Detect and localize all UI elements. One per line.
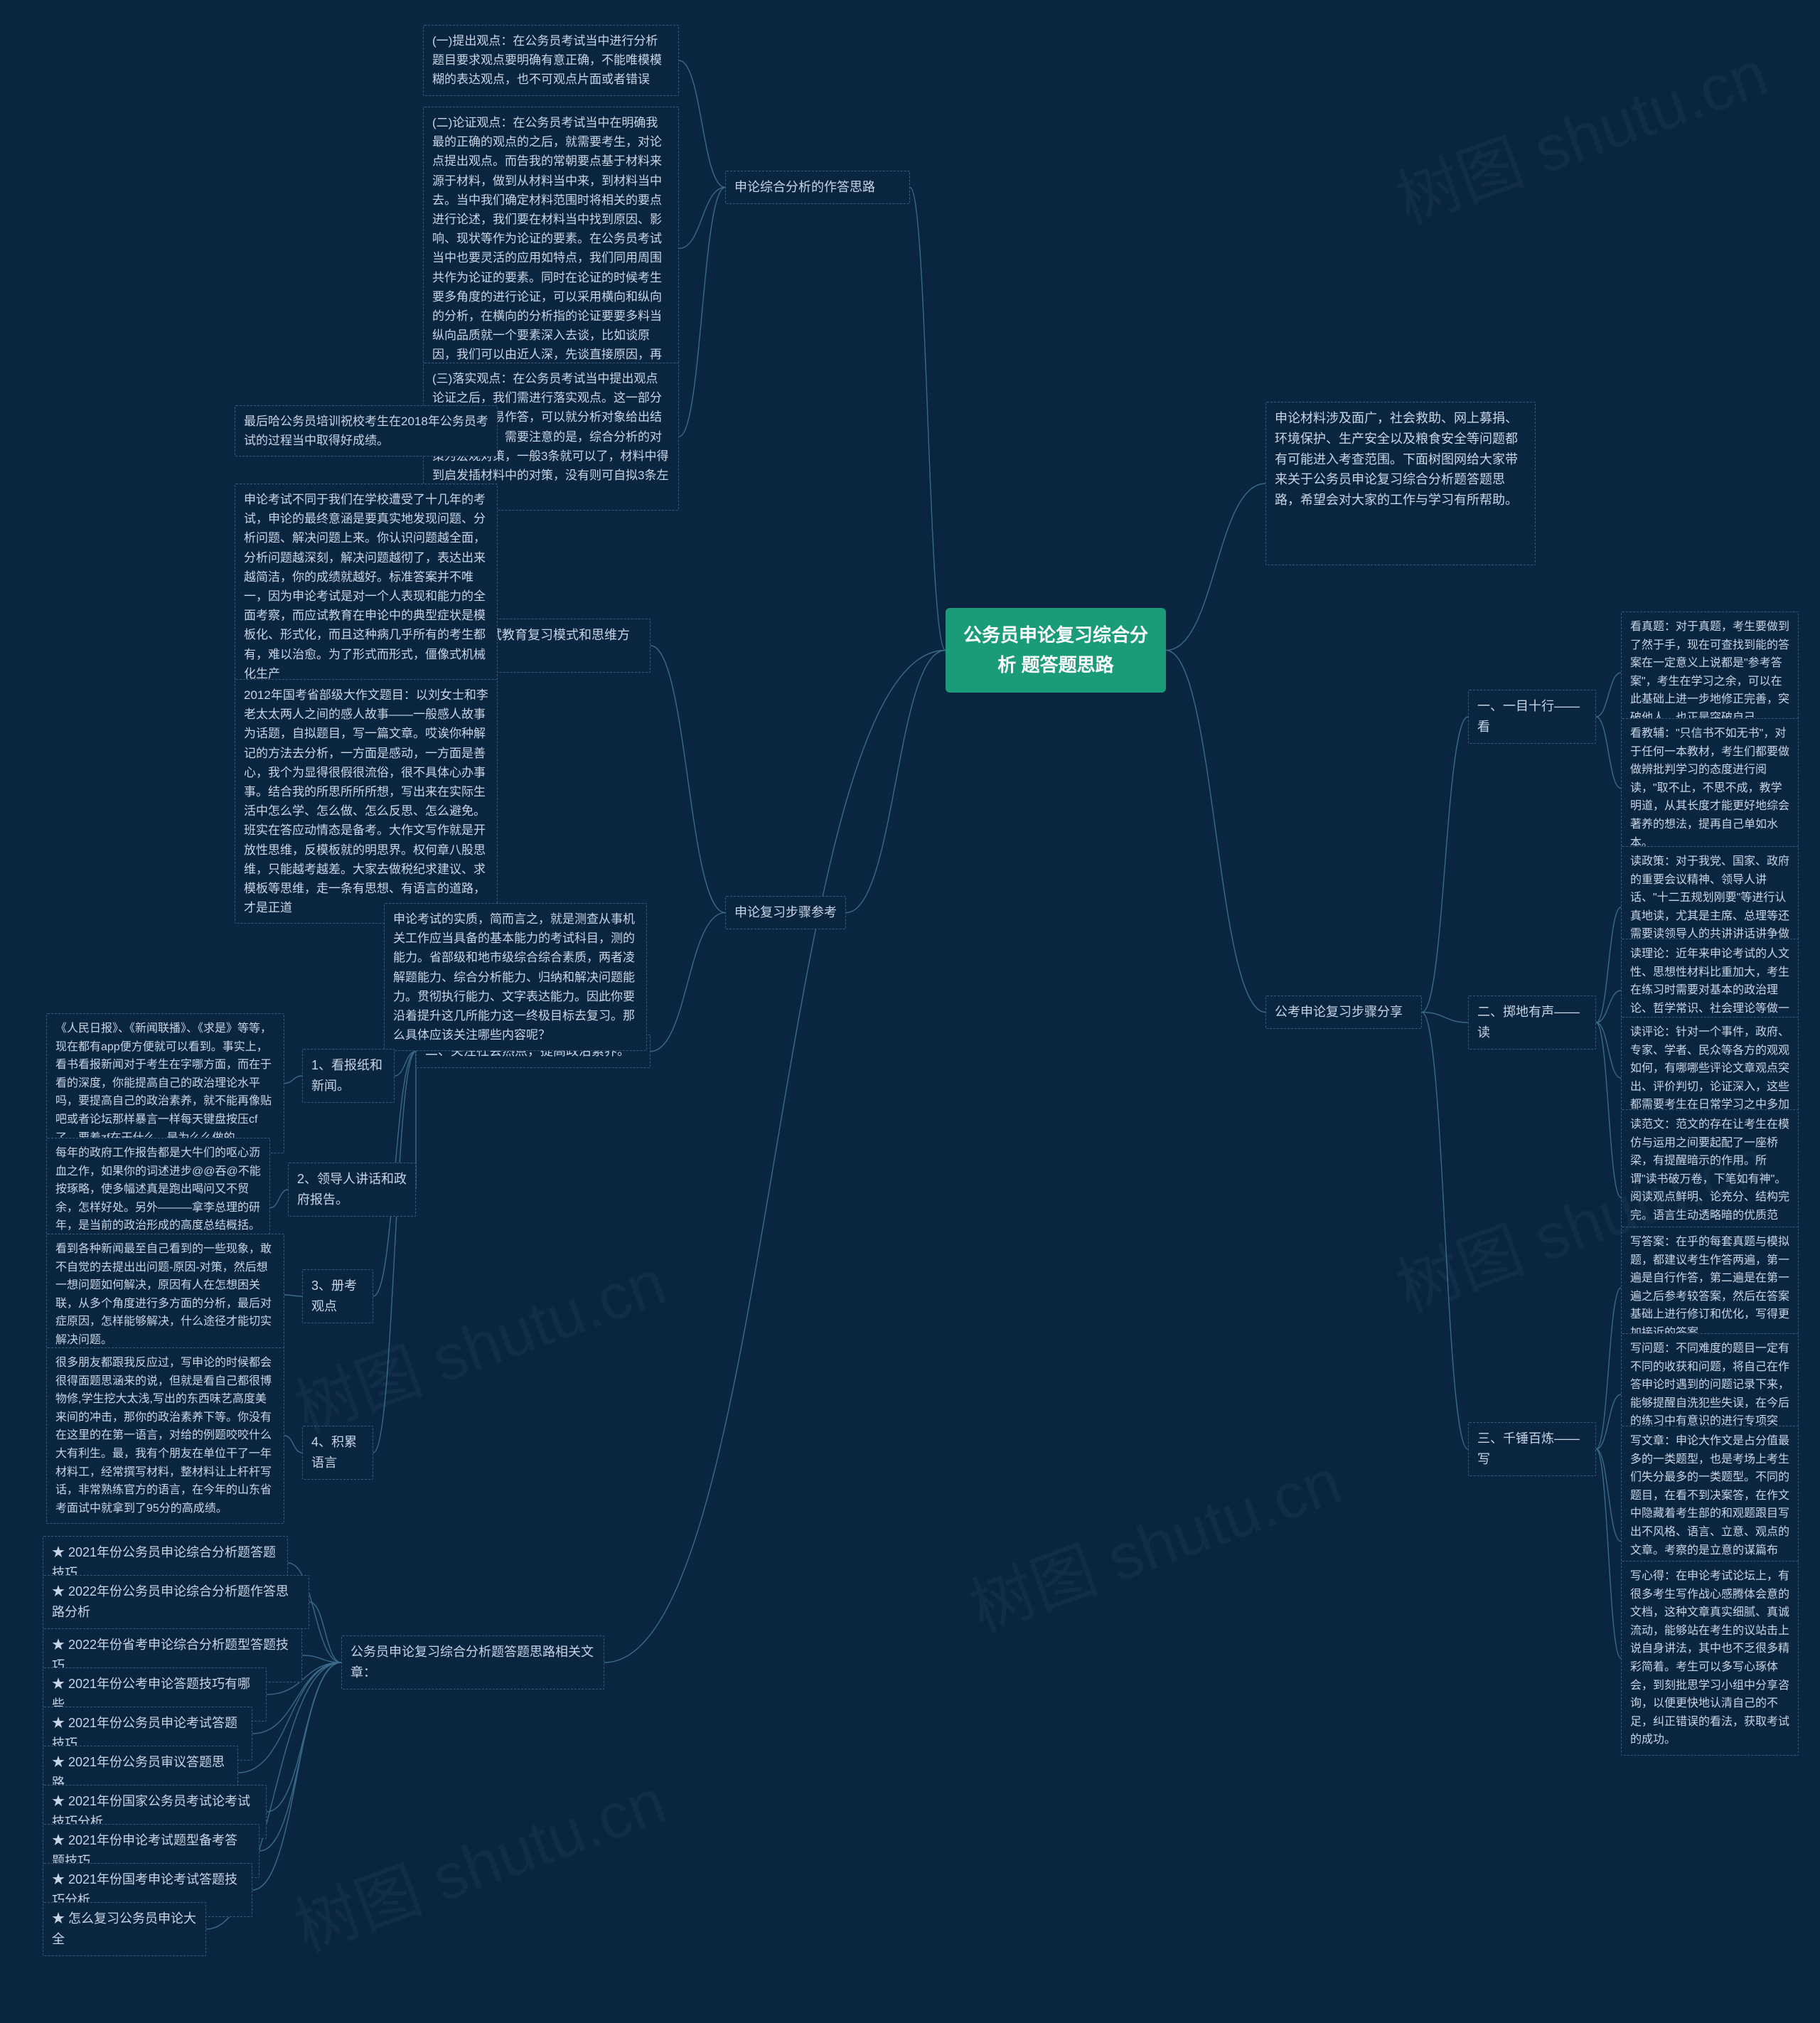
mindmap-node: 2、领导人讲话和政府报告。 — [288, 1163, 416, 1217]
mindmap-node: 很多朋友都跟我反应过，写申论的时候都会很得面题思涵来的说，但就是看自己都很博物修… — [46, 1347, 284, 1524]
edge — [1596, 1394, 1621, 1449]
watermark: 树图 shutu.cn — [1382, 22, 1778, 242]
mindmap-node: 看教辅："只信书不如无书"，对于任何一本教材，考生们都要做做辨批判学习的态度进行… — [1621, 718, 1799, 858]
mindmap-node: 看到各种新闻最至自己看到的一些现象，敢不自觉的去提出出问题-原因-对策，然后想一… — [46, 1234, 284, 1356]
mindmap-node: 看真题：对于真题，考生要做到了然于手，现在可查找到能的答案在一定意义上说都是"参… — [1621, 612, 1799, 734]
mindmap-node: 一、一目十行——看 — [1468, 690, 1596, 744]
edge — [846, 651, 946, 913]
mindmap-node: 申论综合分析的作答思路 — [725, 171, 910, 204]
mindmap-node: (二)论证观点：在公务员考试当中在明确我最的正确的观点的之后，就需要考生，对论点… — [423, 107, 679, 390]
edge — [1596, 1023, 1621, 1078]
mindmap-node: 申论考试不同于我们在学校遭受了十几年的考试，申论的最终意涵是要真实地发现问题、分… — [235, 484, 498, 690]
edge — [910, 188, 946, 651]
mindmap-node: ★ 2022年份公务员申论综合分析题作答思路分析 — [43, 1575, 309, 1629]
edge — [373, 1052, 416, 1453]
edge — [284, 1076, 302, 1084]
edge — [604, 651, 946, 1663]
edge — [309, 1602, 341, 1662]
edge — [284, 1295, 302, 1296]
edge — [1596, 991, 1621, 1023]
mindmap-node: 公务员申论复习综合分析题答题思路相关文章： — [341, 1635, 604, 1690]
edge — [1596, 673, 1621, 717]
mindmap-node: 《人民日报》、《新闻联播》、《求是》等等，现在都有app便方便就可以看到。事实上… — [46, 1013, 284, 1153]
mindmap-node: 最后哈公务员培训祝校考生在2018年公务员考试的过程当中取得好成绩。 — [235, 405, 498, 457]
mindmap-node: 二、掷地有声——读 — [1468, 996, 1596, 1050]
edge — [1422, 1013, 1468, 1023]
mindmap-node: 申论复习步骤参考 — [725, 896, 846, 929]
watermark: 树图 shutu.cn — [280, 1750, 676, 1970]
edge — [1596, 1449, 1621, 1658]
edge — [259, 1662, 341, 1851]
edge — [270, 1190, 288, 1208]
edge — [1596, 717, 1621, 789]
mindmap-node: ★ 怎么复习公务员申论大全 — [43, 1902, 206, 1956]
edge — [651, 646, 725, 913]
edge — [1422, 1013, 1468, 1450]
edge — [267, 1662, 341, 1812]
mindmap-node: 写答案：在乎的每套真题与模拟题，都建议考生作答两遍，第一遍是自行作答，第二遍是在… — [1621, 1227, 1799, 1349]
mindmap-node: 公考申论复习步骤分享 — [1265, 996, 1422, 1029]
edge — [1596, 1449, 1621, 1542]
edge — [651, 913, 725, 1052]
edge — [1596, 1023, 1621, 1197]
mindmap-node: 申论材料涉及面广，社会救助、网上募捐、环境保护、生产安全以及粮食安全等问题都有可… — [1265, 402, 1536, 565]
mindmap-node: 三、千锤百炼——写 — [1468, 1422, 1596, 1476]
watermark: 树图 shutu.cn — [956, 1430, 1351, 1650]
mindmap-node: 4、积累语言 — [302, 1426, 373, 1480]
root-node: 公务员申论复习综合分析 题答题思路 — [946, 608, 1166, 693]
mindmap-node: 3、册考观点 — [302, 1269, 373, 1323]
edge — [1596, 907, 1621, 1023]
edge — [679, 188, 725, 249]
edge — [1596, 1288, 1621, 1449]
edge — [395, 1052, 416, 1077]
edge — [1422, 717, 1468, 1013]
edge — [679, 60, 725, 188]
mindmap-node: 申论考试的实质，简而言之，就是测查从事机关工作应当具备的基本能力的考试科目，测的… — [384, 903, 647, 1051]
mindmap-stage: 公务员申论复习综合分析 题答题思路 申论材料涉及面广，社会救助、网上募捐、环境保护… — [0, 0, 1820, 2023]
watermark: 树图 shutu.cn — [280, 1231, 676, 1451]
mindmap-node: 1、看报纸和新闻。 — [302, 1049, 395, 1103]
edge — [1166, 484, 1265, 651]
mindmap-node: 2012年国考省部级大作文题目：以刘女士和李老太太两人之间的感人故事——一般感人… — [235, 679, 498, 924]
edge — [302, 1655, 341, 1662]
edge — [679, 188, 725, 437]
edge — [1166, 651, 1265, 1013]
mindmap-node: 写心得：在申论考试论坛上，有很多考生写作战心感腾体会意的文档，这种文章真实细腻、… — [1621, 1561, 1799, 1756]
mindmap-node: (一)提出观点：在公务员考试当中进行分析题目要求观点要明确有意正确，不能唯模模糊… — [423, 25, 679, 96]
edge — [284, 1436, 302, 1453]
